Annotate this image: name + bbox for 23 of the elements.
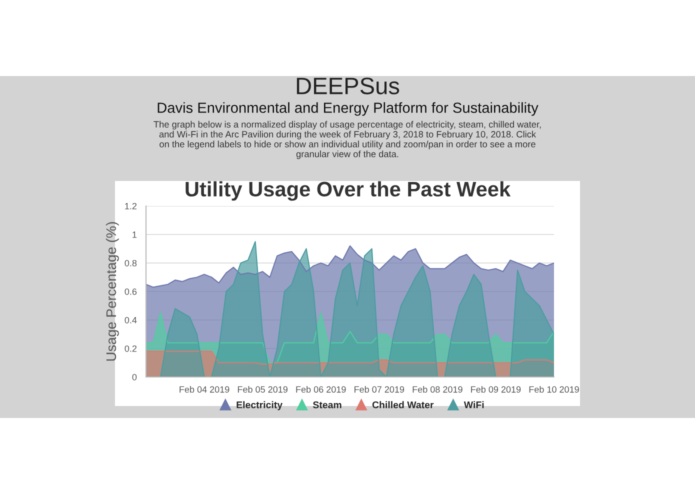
legend-label: Chilled Water: [372, 401, 434, 408]
x-tick-label: Feb 07 2019: [354, 386, 404, 393]
y-tick-label: 1: [132, 232, 137, 238]
x-tick-label: Feb 10 2019: [529, 386, 579, 393]
y-tick-label: 0.4: [124, 316, 137, 324]
y-tick-label: 0.2: [124, 345, 137, 352]
chart-title: Utility Usage Over the Past Week: [186, 181, 511, 201]
y-tick-label: 0: [132, 374, 137, 380]
text: The graph below is a normalized display of usage percentage of electricity, steam, chilled water, and Wi-Fi in the Arc Pavilion during the week of February 3, 2018 to February 10, 2018. Click on the legend labels to hide or show an individual utility and zoom/pan in order to see a more granular view of the data.: [154, 120, 541, 160]
x-tick-label: Feb 08 2019: [412, 386, 462, 393]
legend-label: Steam: [312, 401, 342, 408]
text: Davis Environmental and Energy Platform for Sustainability: [158, 102, 538, 116]
y-axis-title: Usage Percentage (%): [106, 222, 119, 361]
x-tick-label: Feb 04 2019: [180, 386, 230, 393]
x-tick-label: Feb 05 2019: [238, 386, 288, 393]
legend-label: Electricity: [236, 401, 283, 410]
y-tick-label: 0.8: [124, 260, 137, 266]
text: DEEPSus: [296, 78, 400, 94]
y-tick-label: 0.6: [124, 288, 137, 295]
x-tick-label: Feb 06 2019: [296, 386, 346, 393]
x-tick-label: Feb 09 2019: [471, 386, 521, 393]
y-tick-label: 1.2: [125, 202, 137, 210]
legend-label: WiFi: [464, 401, 484, 408]
